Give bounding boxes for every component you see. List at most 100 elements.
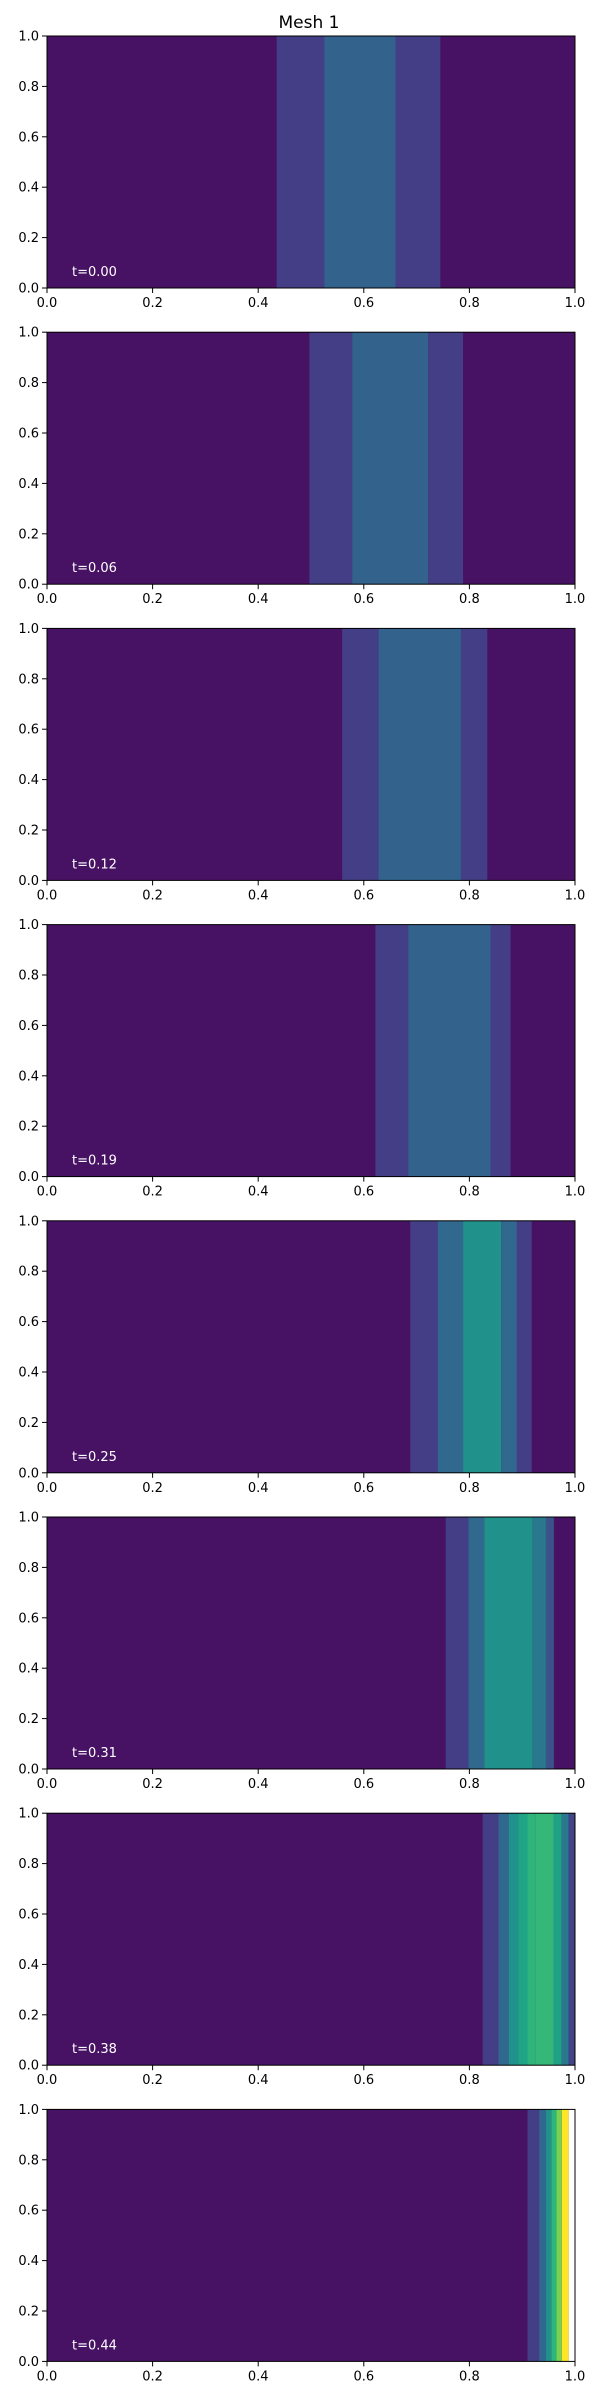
field-band (428, 332, 464, 585)
time-label: t=0.31 (72, 1746, 117, 1761)
field-band (342, 628, 379, 881)
x-tick-label: 0.2 (142, 1777, 163, 1792)
panel: 0.0 0.2 0.4 0.6 0.8 1.0 0.0 0.2 0.4 0.6 0.8 1.0 t=0.… (18, 918, 585, 1200)
axes-frame (46, 627, 576, 881)
axes-frame (46, 1812, 576, 2066)
x-tick-label: 0.4 (248, 296, 269, 311)
time-label: t=0.38 (72, 2042, 117, 2057)
time-label: t=0.25 (72, 1450, 117, 1465)
x-tick-label: 0.2 (142, 1481, 163, 1496)
x-tick-label: 0.0 (37, 2073, 58, 2088)
time-label: t=0.19 (72, 1154, 117, 1169)
y-tick-label: 0.2 (18, 527, 39, 542)
y-tick-label: 0.2 (18, 2008, 39, 2023)
y-tick-label: 0.0 (18, 1466, 39, 1481)
y-tick-label: 0.8 (18, 376, 39, 391)
x-tick-label: 0.2 (142, 592, 163, 607)
y-tick-label: 0.6 (18, 723, 39, 738)
x-tick-label: 0.6 (353, 2369, 374, 2384)
field-band (460, 628, 488, 881)
y-tick-label: 0.8 (18, 1561, 39, 1576)
x-tick-label: 0.0 (37, 296, 58, 311)
y-tick-label: 0.6 (18, 1315, 39, 1330)
y-tick-label: 0.4 (18, 1069, 39, 1084)
x-tick-label: 0.2 (142, 2369, 163, 2384)
y-tick-label: 1.0 (18, 622, 39, 637)
axes-frame (46, 331, 576, 585)
y-tick-label: 0.0 (18, 1170, 39, 1185)
y-tick-label: 0.4 (18, 1958, 39, 1973)
y-tick-label: 0.6 (18, 1019, 39, 1034)
y-tick-label: 0.4 (18, 1662, 39, 1677)
y-tick-label: 0.8 (18, 1265, 39, 1280)
x-tick-label: 1.0 (565, 592, 586, 607)
field-band (324, 36, 396, 288)
x-tick-label: 0.2 (142, 1185, 163, 1200)
y-tick-label: 0.8 (18, 969, 39, 984)
field-band (410, 1220, 438, 1473)
field-band (408, 924, 491, 1177)
x-tick-label: 0.8 (459, 888, 480, 903)
field-band (561, 2109, 569, 2362)
field-band (527, 2109, 540, 2362)
field-band (352, 332, 429, 585)
y-tick-label: 0.4 (18, 2254, 39, 2269)
x-tick-label: 0.4 (248, 1185, 269, 1200)
y-tick-label: 0.6 (18, 1908, 39, 1923)
y-tick-label: 0.2 (18, 231, 39, 246)
y-tick-label: 0.8 (18, 1857, 39, 1872)
field-band (498, 1813, 509, 2066)
field-band (437, 1220, 464, 1473)
field-band (539, 2109, 546, 2362)
x-tick-label: 0.6 (353, 1481, 374, 1496)
x-tick-label: 0.8 (459, 1777, 480, 1792)
x-tick-label: 0.0 (37, 2369, 58, 2384)
field-band (276, 36, 325, 288)
field-band (309, 332, 353, 585)
field-band (463, 1220, 502, 1473)
time-label: t=0.00 (72, 265, 117, 280)
y-tick-label: 1.0 (18, 1511, 39, 1526)
x-tick-label: 0.4 (248, 592, 269, 607)
y-tick-label: 0.2 (18, 2305, 39, 2320)
y-tick-label: 0.0 (18, 874, 39, 889)
time-label: t=0.44 (72, 2338, 117, 2353)
x-tick-label: 0.4 (248, 1481, 269, 1496)
field-background (47, 2109, 575, 2362)
field-band (501, 1220, 517, 1473)
x-tick-label: 0.8 (459, 1481, 480, 1496)
field-band (375, 924, 409, 1177)
panel: 0.0 0.2 0.4 0.6 0.8 1.0 0.0 0.2 0.4 0.6 0.8 1.0 t=0.… (18, 622, 585, 904)
y-tick-label: 1.0 (18, 2103, 39, 2118)
y-tick-label: 0.0 (18, 578, 39, 593)
y-tick-label: 1.0 (18, 1807, 39, 1822)
x-tick-label: 0.0 (37, 888, 58, 903)
time-label: t=0.06 (72, 561, 117, 576)
x-tick-label: 0.6 (353, 888, 374, 903)
y-tick-label: 0.6 (18, 427, 39, 442)
y-tick-label: 0.6 (18, 1611, 39, 1626)
field-band (561, 1813, 569, 2066)
x-tick-label: 0.0 (37, 1185, 58, 1200)
field-band (509, 1813, 519, 2066)
field-band (490, 924, 511, 1177)
y-tick-label: 1.0 (18, 918, 39, 933)
y-tick-label: 1.0 (18, 326, 39, 341)
x-tick-label: 0.4 (248, 2073, 269, 2088)
y-tick-label: 0.2 (18, 1712, 39, 1727)
panel: 0.0 0.2 0.4 0.6 0.8 1.0 0.0 0.2 0.4 0.6 0.8 1.0 t=0.… (18, 1511, 585, 1793)
y-tick-label: 0.0 (18, 2355, 39, 2370)
x-tick-label: 1.0 (565, 1481, 586, 1496)
y-tick-label: 0.4 (18, 181, 39, 196)
x-tick-label: 0.0 (37, 1481, 58, 1496)
y-tick-label: 0.2 (18, 1120, 39, 1135)
axes-frame (46, 35, 576, 289)
x-tick-label: 0.8 (459, 296, 480, 311)
x-tick-label: 0.8 (459, 592, 480, 607)
x-tick-label: 0.6 (353, 592, 374, 607)
y-tick-label: 0.8 (18, 2153, 39, 2168)
y-tick-label: 0.4 (18, 477, 39, 492)
time-label: t=0.12 (72, 857, 117, 872)
y-tick-label: 0.0 (18, 1763, 39, 1778)
field-band (532, 1517, 546, 1769)
